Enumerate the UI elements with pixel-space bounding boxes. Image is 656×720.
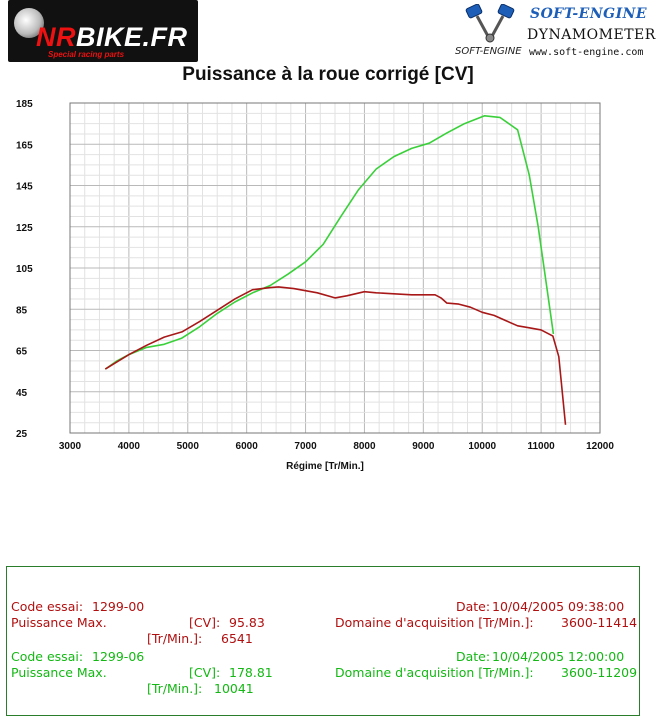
test1-row-rpm: [Tr/Min.]: 6541 xyxy=(11,631,637,647)
test2-rpm-unit: [Tr/Min.]: xyxy=(147,681,203,696)
dynamometers-text: DYNAMOMETERS xyxy=(527,27,656,43)
y-tick-label: 85 xyxy=(16,305,28,316)
test2-power-label: Puissance Max. xyxy=(11,665,107,680)
x-tick-label: 10000 xyxy=(468,441,496,452)
y-tick-label: 185 xyxy=(16,99,33,110)
y-tick-label: 25 xyxy=(16,429,28,440)
test2-row-rpm: [Tr/Min.]: 10041 xyxy=(11,681,637,697)
test1-domain-label: Domaine d'acquisition [Tr/Min.]: xyxy=(335,615,534,630)
x-tick-label: 11000 xyxy=(527,441,555,452)
x-tick-label: 12000 xyxy=(586,441,614,452)
test1-row-power: Puissance Max. [CV]: 95.83 Domaine d'acq… xyxy=(11,615,637,631)
nrbike-logo: NRBIKE.FR Special racing parts xyxy=(8,0,198,62)
test2-power-value: 178.81 xyxy=(229,665,273,680)
x-tick-label: 3000 xyxy=(59,441,82,452)
test1-domain-value: 3600-11414 xyxy=(561,615,638,630)
test2-row-code: Code essai: 1299-06 Date: 10/04/2005 12:… xyxy=(11,649,637,665)
x-tick-label: 4000 xyxy=(118,441,141,452)
test2-rpm-value: 10041 xyxy=(214,681,254,696)
website-url: www.soft-engine.com xyxy=(529,47,644,58)
x-tick-label: 6000 xyxy=(236,441,259,452)
y-tick-label: 165 xyxy=(16,140,33,151)
test2-power-unit: [CV]: xyxy=(189,665,221,680)
test2-code-value: 1299-06 xyxy=(92,649,145,664)
test-info-box: Code essai: 1299-00 Date: 10/04/2005 09:… xyxy=(6,566,640,716)
x-tick-label: 5000 xyxy=(177,441,200,452)
test1-row-code: Code essai: 1299-00 Date: 10/04/2005 09:… xyxy=(11,599,637,615)
test2-domain-label: Domaine d'acquisition [Tr/Min.]: xyxy=(335,665,534,680)
test1-date-label: Date: xyxy=(456,599,491,614)
soft-engine-small: SOFT-ENGINE xyxy=(455,46,522,57)
soft-engine-logo: SOFT-ENGINE DYNAMOMETERS SOFT-ENGINE www… xyxy=(455,2,656,64)
power-chart: 3000 4000 5000 6000 7000 8000 9000 10000 11000 12… xyxy=(16,99,614,472)
test1-power-unit: [CV]: xyxy=(189,615,221,630)
series-line-1299-06 xyxy=(104,115,555,370)
y-tick-label: 125 xyxy=(16,223,33,234)
test1-date-value: 10/04/2005 09:38:00 xyxy=(492,599,625,614)
soft-engine-brand: SOFT-ENGINE xyxy=(530,6,648,22)
test1-rpm-value: 6541 xyxy=(221,631,253,646)
series-lines xyxy=(104,115,567,425)
helmet-icon xyxy=(14,8,44,38)
nrbike-tagline: Special racing parts xyxy=(48,50,125,59)
test1-power-label: Puissance Max. xyxy=(11,615,107,630)
chart-title: Puissance à la roue corrigé [CV] xyxy=(182,64,474,85)
y-tick-label: 45 xyxy=(16,388,28,399)
pistons-icon xyxy=(465,4,515,43)
x-tick-label: 7000 xyxy=(294,441,317,452)
y-tick-label: 65 xyxy=(16,347,28,358)
test1-code-label: Code essai: xyxy=(11,599,84,614)
x-tick-label: 9000 xyxy=(412,441,435,452)
test2-row-power: Puissance Max. [CV]: 178.81 Domaine d'ac… xyxy=(11,665,637,681)
test2-date-value: 10/04/2005 12:00:00 xyxy=(492,649,625,664)
grid-lines xyxy=(69,102,601,434)
test2-code-label: Code essai: xyxy=(11,649,84,664)
x-tick-label: 8000 xyxy=(353,441,376,452)
axis-ticks: 3000 4000 5000 6000 7000 8000 9000 10000 11000 12… xyxy=(16,99,614,452)
test2-domain-value: 3600-11209 xyxy=(561,665,638,680)
test1-rpm-unit: [Tr/Min.]: xyxy=(147,631,203,646)
plot-frame xyxy=(69,102,601,434)
test1-power-value: 95.83 xyxy=(229,615,265,630)
test1-code-value: 1299-00 xyxy=(92,599,145,614)
series-line-1299-00 xyxy=(104,286,567,425)
nrbike-brand: NRBIKE.FR xyxy=(36,22,188,52)
x-axis-label: Régime [Tr/Min.] xyxy=(286,461,364,472)
y-tick-label: 105 xyxy=(16,264,33,275)
test2-date-label: Date: xyxy=(456,649,491,664)
y-tick-label: 145 xyxy=(16,182,33,193)
